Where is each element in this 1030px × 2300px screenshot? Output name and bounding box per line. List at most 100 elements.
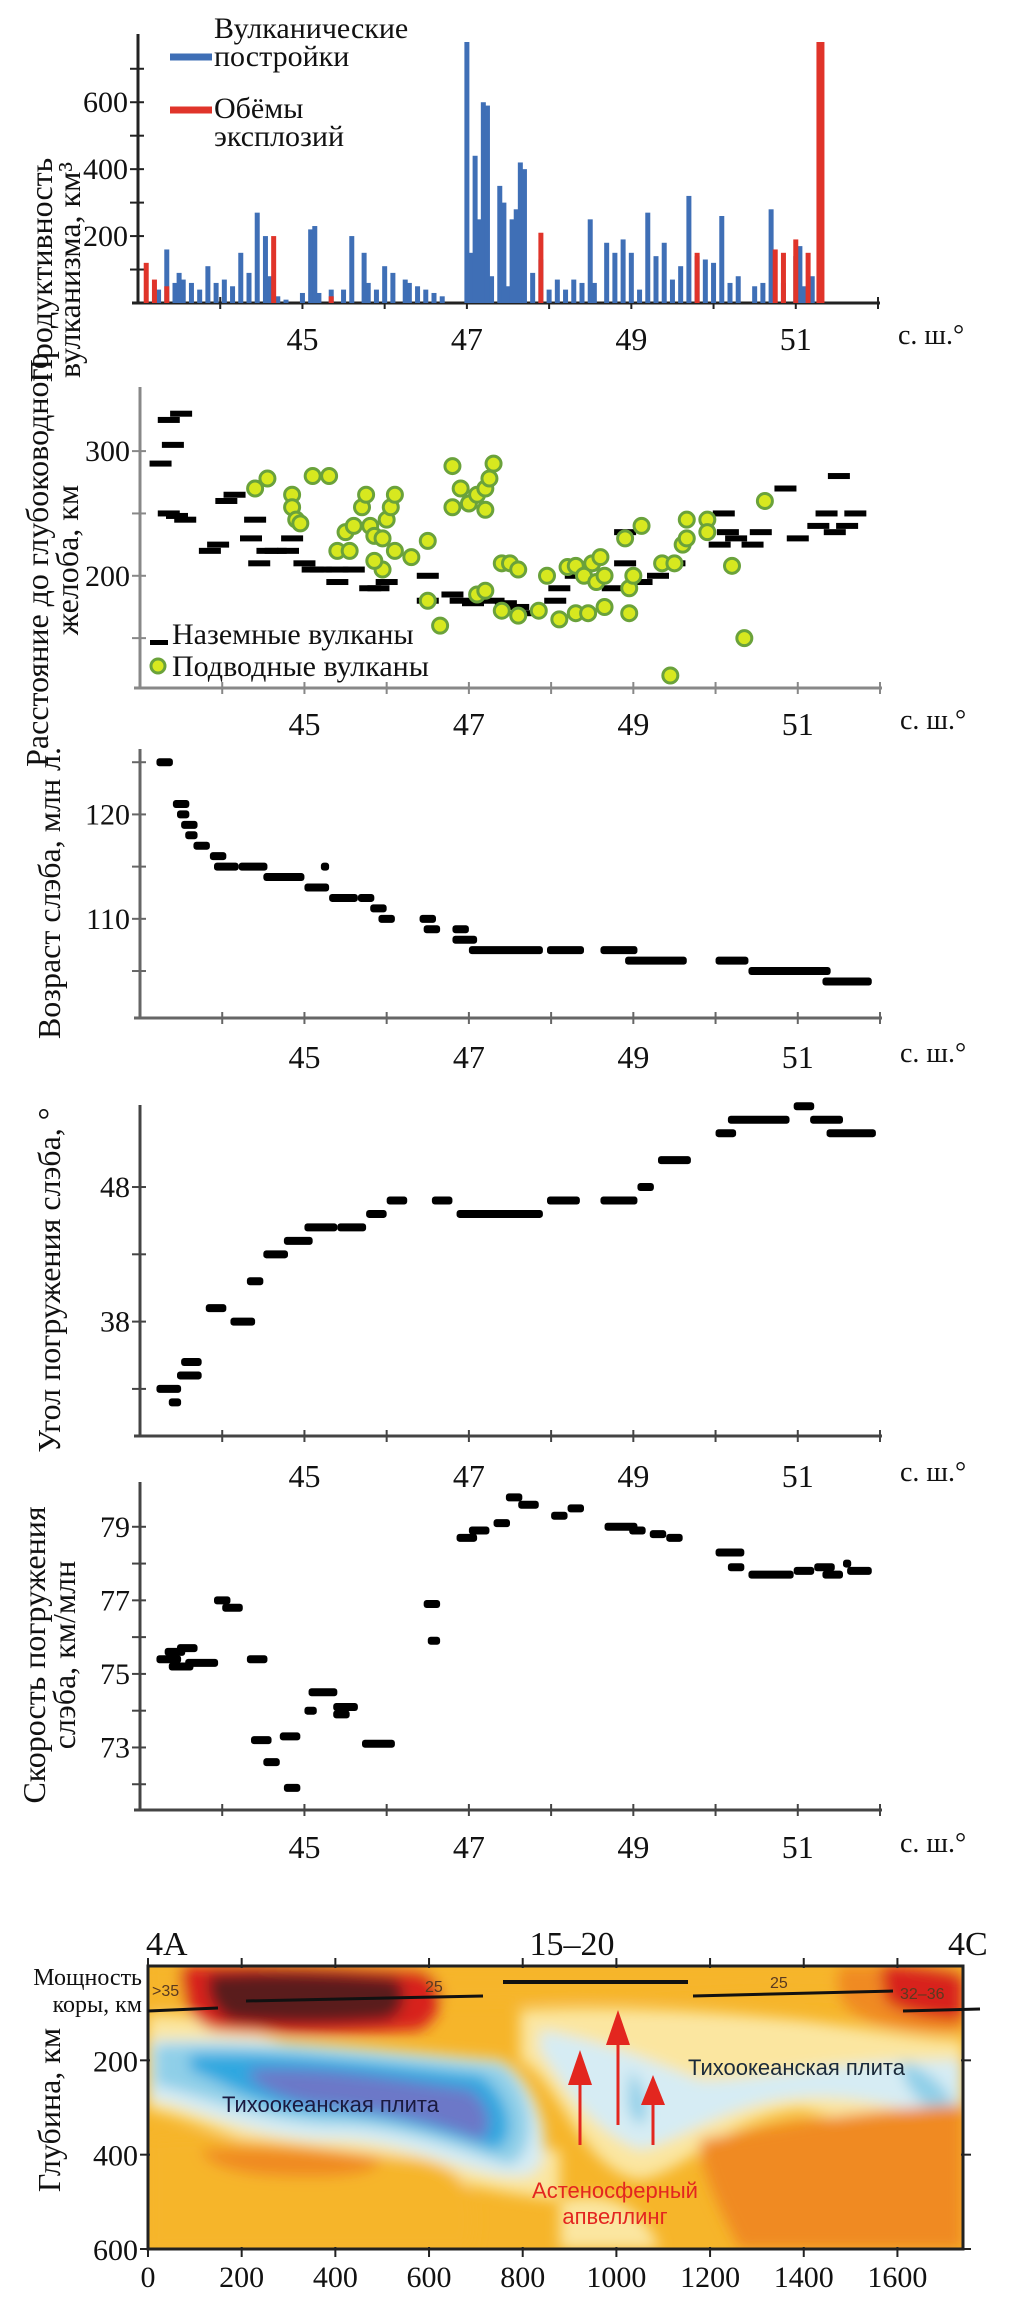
y-tick-label: 300 bbox=[85, 435, 130, 468]
x-tick-label: 49 bbox=[617, 1458, 649, 1494]
data-mark-dash bbox=[251, 1736, 272, 1745]
data-mark-underwater-volcano bbox=[492, 601, 511, 620]
legend-label-constructions-2: постройки bbox=[214, 40, 349, 73]
bar bbox=[772, 249, 778, 303]
bar bbox=[213, 282, 219, 303]
data-mark-land-volcano bbox=[482, 597, 505, 604]
bar bbox=[805, 252, 811, 303]
bar bbox=[678, 266, 684, 303]
data-mark-dash bbox=[547, 946, 584, 955]
y-tick-label: 73 bbox=[100, 1731, 130, 1764]
bar bbox=[797, 246, 803, 303]
data-mark-underwater-volcano bbox=[579, 604, 598, 623]
data-mark-dash bbox=[230, 1317, 256, 1326]
upwelling-label-line-1: Астеносферный bbox=[532, 2178, 698, 2203]
x-axis-unit-label: с. ш.° bbox=[900, 1457, 966, 1488]
panel-slab-rate: Скорость погружения слэба, км/млн 79 77 75… bbox=[16, 1482, 966, 1865]
data-mark-dash bbox=[547, 1196, 580, 1205]
data-mark-underwater-volcano bbox=[529, 601, 548, 620]
data-mark-dash bbox=[748, 967, 831, 976]
data-mark-land-volcano bbox=[161, 441, 184, 448]
bar bbox=[653, 256, 659, 303]
data-mark-dash bbox=[185, 1658, 219, 1667]
bar bbox=[752, 286, 758, 303]
bar bbox=[468, 252, 474, 303]
data-mark-dash bbox=[177, 1371, 202, 1380]
tomography-image bbox=[148, 1966, 963, 2249]
data-mark-land-volcano bbox=[375, 579, 398, 586]
data-mark-dash bbox=[727, 1115, 790, 1124]
x-tick-label: 1000 bbox=[586, 2261, 646, 2294]
data-mark-land-volcano bbox=[614, 560, 637, 567]
data-mark-underwater-volcano bbox=[373, 529, 392, 548]
data-mark-underwater-volcano bbox=[677, 529, 696, 548]
data-mark-dash bbox=[263, 1758, 280, 1767]
data-mark-dash bbox=[468, 1526, 490, 1535]
y-tick-label: 600 bbox=[93, 2234, 138, 2267]
bar bbox=[382, 266, 388, 303]
bar bbox=[719, 216, 725, 303]
data-mark-dash bbox=[378, 914, 395, 923]
y-tick-label: 110 bbox=[86, 903, 130, 936]
crust-value-left: >35 bbox=[152, 1983, 179, 2000]
data-mark-dash bbox=[814, 1563, 835, 1572]
data-mark-dash bbox=[822, 1570, 843, 1579]
data-mark-dash bbox=[320, 862, 330, 871]
data-mark-dash bbox=[822, 977, 872, 986]
y-tick-label: 600 bbox=[83, 86, 128, 119]
y-tick-label: 200 bbox=[83, 220, 128, 253]
x-axis-unit-label: с. ш.° bbox=[900, 1828, 966, 1859]
bar bbox=[686, 195, 692, 303]
data-mark-underwater-volcano bbox=[258, 469, 277, 488]
data-mark-land-volcano bbox=[441, 591, 464, 598]
bar bbox=[275, 296, 281, 303]
panel-productivity: Продуктивность вулканизма, км³ Вулканиче… bbox=[23, 12, 964, 382]
data-mark-dash bbox=[637, 1183, 654, 1192]
y-tick-label: 79 bbox=[100, 1511, 130, 1544]
data-mark-underwater-volcano bbox=[246, 479, 265, 498]
bar bbox=[612, 252, 618, 303]
bar bbox=[637, 289, 643, 303]
data-mark-land-volcano bbox=[647, 572, 669, 579]
data-mark-dash bbox=[156, 1655, 182, 1664]
data-mark-underwater-volcano bbox=[303, 467, 322, 486]
arrow-head-1 bbox=[568, 2050, 592, 2085]
data-mark-land-volcano bbox=[223, 491, 246, 498]
legend: Вулканические постройки Обёмы эксплозий bbox=[170, 12, 408, 153]
bar bbox=[604, 242, 610, 303]
crust-label-line-1: Мощность bbox=[33, 1965, 142, 1991]
data-mark-dash bbox=[456, 1209, 543, 1218]
bar bbox=[262, 236, 268, 303]
bar bbox=[620, 239, 626, 303]
data-mark-dash bbox=[181, 820, 198, 829]
bar bbox=[505, 286, 511, 303]
center-crust-label: 15–20 bbox=[530, 1926, 615, 1963]
data-mark-dash bbox=[649, 1530, 667, 1539]
data-mark-underwater-volcano bbox=[616, 529, 635, 548]
data-mark-land-volcano bbox=[823, 529, 846, 536]
data-mark-dash bbox=[168, 1398, 182, 1407]
bar bbox=[711, 262, 717, 303]
bar bbox=[702, 259, 708, 303]
legend-label-explosions-1: Обёмы bbox=[214, 92, 303, 125]
data-mark-dash bbox=[625, 956, 687, 965]
x-tick-label: 600 bbox=[407, 2261, 452, 2294]
panel-slab-dip: Угол погружения слэба, ° 48 38 45 47 49 51 с. … bbox=[31, 1102, 966, 1494]
data-mark-dash bbox=[283, 1783, 301, 1792]
bar bbox=[230, 286, 236, 303]
bar bbox=[415, 286, 421, 303]
data-mark-underwater-volcano bbox=[402, 548, 421, 567]
data-mark-land-volcano bbox=[367, 585, 390, 592]
x-axis-unit-label: с. ш.° bbox=[898, 320, 964, 351]
data-mark-land-volcano bbox=[293, 560, 316, 567]
data-mark-dash bbox=[600, 1196, 638, 1205]
data-mark-land-volcano bbox=[836, 522, 859, 529]
bar bbox=[780, 252, 786, 303]
data-mark-dash bbox=[715, 956, 749, 965]
bar bbox=[197, 289, 203, 303]
bar bbox=[156, 289, 162, 303]
data-mark-dash bbox=[222, 1603, 243, 1612]
data-mark-dash bbox=[748, 1570, 794, 1579]
crust-line-2 bbox=[245, 1994, 484, 2003]
